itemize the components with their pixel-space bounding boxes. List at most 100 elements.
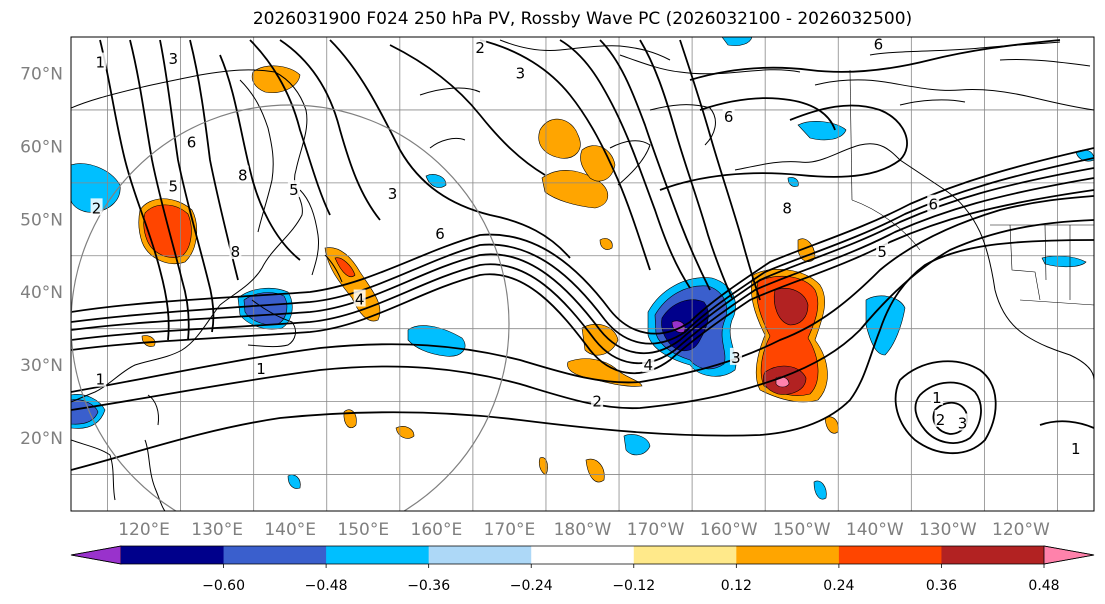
- pv-contour: [189, 39, 239, 281]
- lon-tick-label: 150°E: [337, 520, 389, 540]
- pv-contour: [479, 39, 651, 271]
- anomaly-positive: [585, 458, 605, 483]
- colorbar-outline: [70, 545, 1095, 565]
- lon-tick-label: 120°E: [118, 520, 170, 540]
- anomaly-negative: [425, 174, 447, 188]
- lat-tick-label: 50°N: [20, 210, 63, 230]
- map-frame: [70, 36, 1095, 512]
- pv-contour: [699, 97, 836, 131]
- contour-label-bg: [876, 242, 889, 260]
- pv-contour: [249, 39, 331, 216]
- coastline: [609, 140, 651, 186]
- colorbar-segment: [736, 546, 840, 564]
- lon-tick-label: 140°W: [846, 520, 904, 540]
- pv-contours: [71, 39, 1094, 471]
- coastline: [429, 137, 466, 149]
- lon-tick-label: 170°E: [484, 520, 536, 540]
- contour-label-bg: [434, 223, 447, 241]
- pv-contour: [71, 177, 1094, 364]
- contour-label-bg: [386, 183, 399, 201]
- anomaly-negative: [813, 480, 827, 500]
- lon-tick-label: 160°W: [700, 520, 758, 540]
- colorbar-tick-label: −0.60: [202, 578, 245, 594]
- coastline: [299, 189, 319, 276]
- contour-label-bg: [474, 37, 487, 55]
- colorbar-tick-label: −0.36: [407, 578, 450, 594]
- colorbar-segment: [121, 546, 225, 564]
- coastline: [649, 104, 716, 146]
- pv-contour: [71, 195, 1094, 393]
- contour-label: 1: [1071, 440, 1081, 458]
- colorbar-segment: [531, 546, 635, 564]
- colorbar-segment: [326, 546, 430, 564]
- contour-label-bg: [934, 409, 947, 427]
- latitude-labels: 20°N 30°N 40°N 50°N 60°N 70°N: [20, 64, 63, 449]
- colorbar-tick-label: 0.36: [926, 578, 957, 594]
- border: [849, 69, 853, 201]
- contour-label: 3: [388, 185, 398, 203]
- contour-label-bg: [185, 132, 198, 150]
- coastline: [619, 54, 801, 75]
- anomaly-negative: [721, 37, 753, 46]
- colorbar-segment: [941, 546, 1045, 564]
- contour-label: 5: [169, 177, 179, 195]
- pv-contour: [599, 39, 711, 291]
- anomaly-negative: [407, 325, 466, 357]
- contour-label: 5: [877, 243, 887, 261]
- contour-label: 3: [731, 349, 741, 367]
- coastline: [869, 41, 1061, 56]
- contour-label: 3: [169, 50, 179, 68]
- contour-label: 1: [256, 360, 266, 378]
- anomaly-positive: [324, 247, 381, 322]
- pv-contour: [71, 219, 1094, 411]
- coastline: [999, 58, 1091, 67]
- pv-contour: [689, 39, 1061, 81]
- anomaly-positive: [538, 118, 581, 159]
- pv-contour: [639, 39, 733, 299]
- anomaly-positive: [599, 238, 613, 250]
- coastline: [899, 99, 966, 106]
- coastline: [239, 79, 274, 233]
- colorbar: −0.60 −0.48 −0.36 −0.24 −0.12 0.12 0.24 0.36 0.4…: [70, 545, 1095, 594]
- pv-contour: [71, 167, 1094, 354]
- contour-label-bg: [930, 387, 943, 405]
- contour-label: 2: [592, 393, 602, 411]
- anomaly-negative: [797, 121, 847, 141]
- coastline: [144, 439, 166, 511]
- contour-label: 4: [643, 356, 653, 374]
- pv-contour: [71, 189, 1094, 374]
- anomaly-negative: [71, 399, 99, 425]
- lat-tick-label: 60°N: [20, 137, 63, 157]
- contour-label: 5: [289, 181, 299, 199]
- contour-label: 8: [231, 243, 241, 261]
- colorbar-extend-high: [1043, 545, 1095, 565]
- colorbar-extend-low: [70, 545, 122, 565]
- coastline: [324, 254, 343, 283]
- coastline: [419, 87, 481, 96]
- pv-contour: [279, 39, 381, 221]
- pv-contour: [71, 239, 1094, 471]
- range-circle: [71, 104, 510, 511]
- coastline: [247, 299, 296, 348]
- contour-label: 4: [355, 291, 365, 309]
- contour-label-bg: [254, 358, 267, 376]
- anomaly-negative: [623, 434, 651, 456]
- lon-tick-label: 130°W: [919, 520, 977, 540]
- colorbar-segment: [633, 546, 737, 564]
- lon-tick-label: 170°W: [627, 520, 685, 540]
- colorbar-tick-label: 0.24: [823, 578, 854, 594]
- anomaly-positive: [773, 288, 809, 326]
- lat-tick-label: 70°N: [20, 64, 63, 84]
- contour-label-bg: [956, 413, 969, 431]
- coastline: [734, 143, 1094, 381]
- contour-label-bg: [94, 369, 107, 387]
- anomaly-positive: [567, 358, 643, 387]
- pv-contour: [894, 360, 997, 455]
- pv-contour: [389, 44, 546, 176]
- colorbar-segment: [223, 546, 327, 564]
- pv-contour: [1039, 420, 1094, 429]
- lon-tick-label: 160°E: [411, 520, 463, 540]
- map-title: 2026031900 F024 250 hPa PV, Rossby Wave …: [252, 9, 913, 29]
